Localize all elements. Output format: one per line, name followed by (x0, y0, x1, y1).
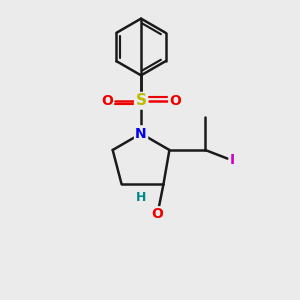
Text: O: O (169, 94, 181, 108)
Text: O: O (101, 94, 112, 108)
Text: H: H (136, 191, 146, 204)
Text: O: O (152, 207, 164, 221)
Text: N: N (135, 127, 147, 141)
Text: S: S (136, 93, 146, 108)
Text: I: I (230, 154, 235, 167)
